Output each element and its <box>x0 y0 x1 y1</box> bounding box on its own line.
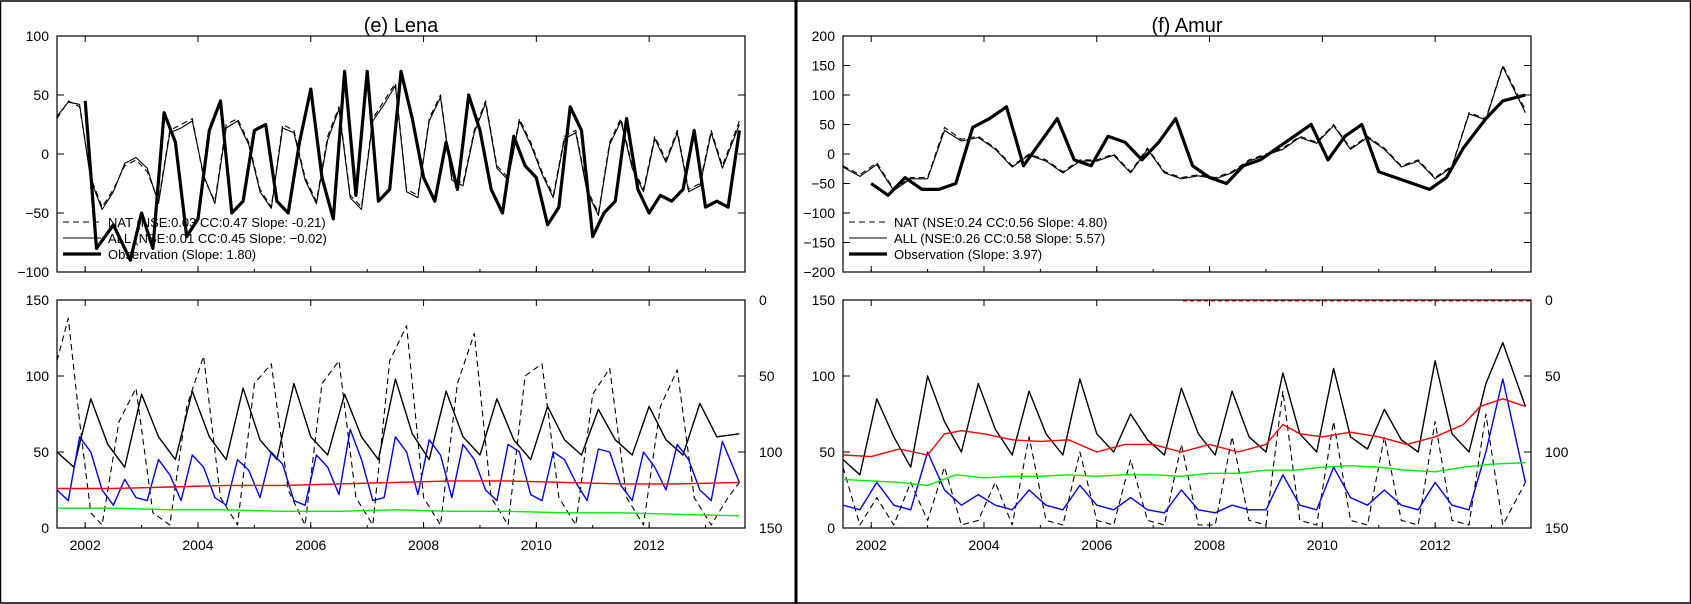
y-tick-label: −50 <box>25 205 49 221</box>
x-tick-label: 2012 <box>634 537 665 553</box>
y-tick-label: 50 <box>819 444 835 460</box>
y-tick-label: 50 <box>819 117 835 133</box>
y-tick-label: 0 <box>827 520 835 536</box>
y-tick-label: 150 <box>26 292 50 308</box>
series-nat <box>843 64 1526 190</box>
series-obs <box>870 93 1526 197</box>
series-black-solid <box>843 341 1527 476</box>
x-tick-label: 2006 <box>295 537 326 553</box>
y2-tick-label: 50 <box>1545 368 1561 384</box>
chart-left-top: (e) Lena −100 −50 0 50 100 NAT (NSE:0.03 CC:0.… <box>17 15 746 280</box>
x-tick-label: 2004 <box>182 537 213 553</box>
y-tick-label: 100 <box>812 368 836 384</box>
y2-tick-label: 150 <box>1545 520 1569 536</box>
y-tick-label: 200 <box>812 28 836 44</box>
y-tick-label: 150 <box>812 58 836 74</box>
x-tick-label: 2012 <box>1420 537 1451 553</box>
series-all <box>57 85 740 216</box>
series-blue <box>57 428 741 506</box>
y-tick-label: 100 <box>812 87 836 103</box>
series-black-dashed <box>57 317 740 526</box>
y2-tick-label: 0 <box>1545 292 1553 308</box>
x-tick-label: 2006 <box>1081 537 1112 553</box>
series-green <box>843 461 1526 487</box>
x-tick-label: 2002 <box>856 537 887 553</box>
y-tick-label: −200 <box>803 264 835 280</box>
plot-frame <box>56 299 746 529</box>
y-tick-label: 150 <box>812 292 836 308</box>
chart-title: (e) Lena <box>364 15 439 37</box>
series-blue <box>843 378 1527 514</box>
x-tick-label: 2008 <box>1194 537 1225 553</box>
series-red <box>57 480 740 490</box>
legend-label: ALL (NSE:0.26 CC:0.58 Slope: 5.57) <box>894 231 1105 246</box>
y2-tick-label: 50 <box>759 368 775 384</box>
series-black-solid <box>57 378 740 468</box>
y-tick-label: 0 <box>827 146 835 162</box>
y-tick-label: −100 <box>803 205 835 221</box>
series-black-dashed <box>843 390 1526 526</box>
y2-tick-label: 100 <box>1545 444 1569 460</box>
y-tick-label: 0 <box>41 146 49 162</box>
y-tick-label: −100 <box>17 264 49 280</box>
legend-label: NAT (NSE:0.03 CC:0.47 Slope: -0.21) <box>108 215 326 230</box>
y-tick-label: 50 <box>33 87 49 103</box>
series-group <box>57 317 741 526</box>
y-tick-label: 50 <box>33 444 49 460</box>
x-tick-label: 2008 <box>408 537 439 553</box>
legend-label: Observation (Slope: 3.97) <box>894 247 1042 262</box>
series-green <box>57 507 740 517</box>
series-all <box>843 66 1526 192</box>
y-tick-label: 100 <box>26 28 50 44</box>
legend-label: Observation (Slope: 1.80) <box>108 247 256 262</box>
legend-label: NAT (NSE:0.24 CC:0.56 Slope: 4.80) <box>894 215 1107 230</box>
x-tick-label: 2002 <box>70 537 101 553</box>
y-tick-label: 0 <box>41 520 49 536</box>
series-group <box>843 341 1527 526</box>
x-tick-label: 2010 <box>1307 537 1338 553</box>
chart-right-bottom: 0 50 100 150 0 50 100 150 2002 2004 2006 2008 2010 20… <box>812 292 1569 553</box>
y-tick-label: −50 <box>811 176 835 192</box>
legend-label: ALL (NSE:0.01 CC:0.45 Slope: −0.02) <box>108 231 327 246</box>
y2-tick-label: 0 <box>759 292 767 308</box>
y-tick-label: 100 <box>26 368 50 384</box>
series-obs <box>83 69 741 262</box>
chart-left-bottom: 0 50 100 150 0 50 100 150 2002 2004 2006 2008 2010 20… <box>26 292 783 553</box>
chart-title: (f) Amur <box>1151 15 1222 37</box>
y-tick-label: −150 <box>803 235 835 251</box>
x-tick-label: 2010 <box>521 537 552 553</box>
x-tick-label: 2004 <box>968 537 999 553</box>
y2-tick-label: 100 <box>759 444 783 460</box>
series-group <box>843 64 1526 197</box>
plot-frame <box>842 299 1532 529</box>
y2-tick-label: 150 <box>759 520 783 536</box>
series-group <box>57 69 741 262</box>
chart-right-top: (f) Amur −200 −150 −100 −50 0 50 100 150 200 NAT (… <box>803 15 1532 280</box>
series-red <box>843 398 1526 458</box>
